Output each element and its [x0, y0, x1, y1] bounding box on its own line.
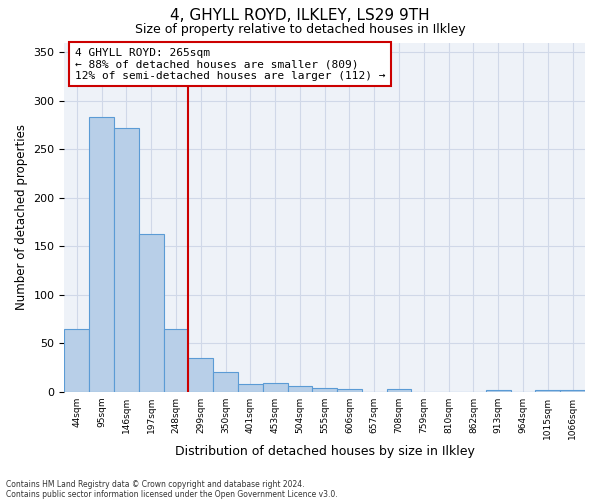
- Bar: [238, 384, 263, 392]
- Text: 4, GHYLL ROYD, ILKLEY, LS29 9TH: 4, GHYLL ROYD, ILKLEY, LS29 9TH: [170, 8, 430, 22]
- Bar: [139, 234, 164, 392]
- Y-axis label: Number of detached properties: Number of detached properties: [15, 124, 28, 310]
- Bar: [486, 390, 511, 392]
- Bar: [89, 117, 114, 392]
- Text: Contains HM Land Registry data © Crown copyright and database right 2024.
Contai: Contains HM Land Registry data © Crown c…: [6, 480, 338, 499]
- Bar: [337, 389, 362, 392]
- Bar: [535, 390, 560, 392]
- Bar: [287, 386, 313, 392]
- Bar: [188, 358, 213, 392]
- Bar: [263, 383, 287, 392]
- Text: 4 GHYLL ROYD: 265sqm
← 88% of detached houses are smaller (809)
12% of semi-deta: 4 GHYLL ROYD: 265sqm ← 88% of detached h…: [75, 48, 385, 81]
- Bar: [213, 372, 238, 392]
- Text: Size of property relative to detached houses in Ilkley: Size of property relative to detached ho…: [134, 22, 466, 36]
- Bar: [386, 389, 412, 392]
- Bar: [560, 390, 585, 392]
- Bar: [164, 329, 188, 392]
- X-axis label: Distribution of detached houses by size in Ilkley: Distribution of detached houses by size …: [175, 444, 475, 458]
- Bar: [64, 329, 89, 392]
- Bar: [313, 388, 337, 392]
- Bar: [114, 128, 139, 392]
